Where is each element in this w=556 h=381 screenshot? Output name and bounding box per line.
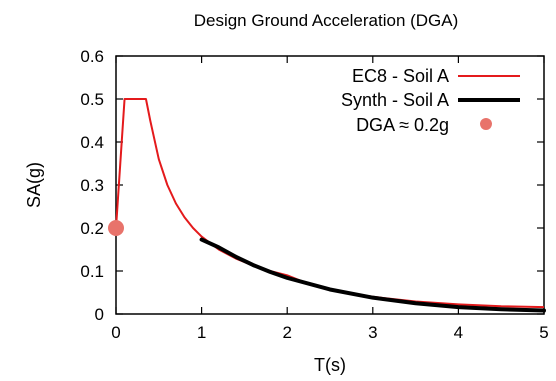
legend: EC8 - Soil A Synth - Soil A DGA ≈ 0.2g xyxy=(341,66,520,135)
dga-point xyxy=(108,220,124,236)
y-axis-label: SA(g) xyxy=(24,162,44,208)
x-tick-label: 1 xyxy=(197,323,206,342)
y-tick-label: 0.4 xyxy=(80,133,104,152)
legend-marker-dga xyxy=(480,118,492,130)
x-tick-label: 2 xyxy=(282,323,291,342)
legend-label-synth: Synth - Soil A xyxy=(341,90,449,110)
plot-frame xyxy=(115,55,545,315)
x-tick-label: 0 xyxy=(111,323,120,342)
y-tick-label: 0.5 xyxy=(80,90,104,109)
series-line-synth xyxy=(199,237,546,313)
legend-label-dga: DGA ≈ 0.2g xyxy=(356,115,449,135)
x-axis-label: T(s) xyxy=(314,355,346,375)
x-tick-label: 5 xyxy=(539,323,548,342)
x-tick-label: 3 xyxy=(368,323,377,342)
y-tick-label: 0 xyxy=(95,305,104,324)
legend-label-ec8: EC8 - Soil A xyxy=(352,66,449,86)
series-line-ec8 xyxy=(115,98,545,309)
x-tick-label: 4 xyxy=(454,323,463,342)
y-tick-label: 0.6 xyxy=(80,47,104,66)
y-tick-label: 0.1 xyxy=(80,262,104,281)
chart-title: Design Ground Acceleration (DGA) xyxy=(194,11,459,30)
y-tick-label: 0.2 xyxy=(80,219,104,238)
y-tick-label: 0.3 xyxy=(80,176,104,195)
